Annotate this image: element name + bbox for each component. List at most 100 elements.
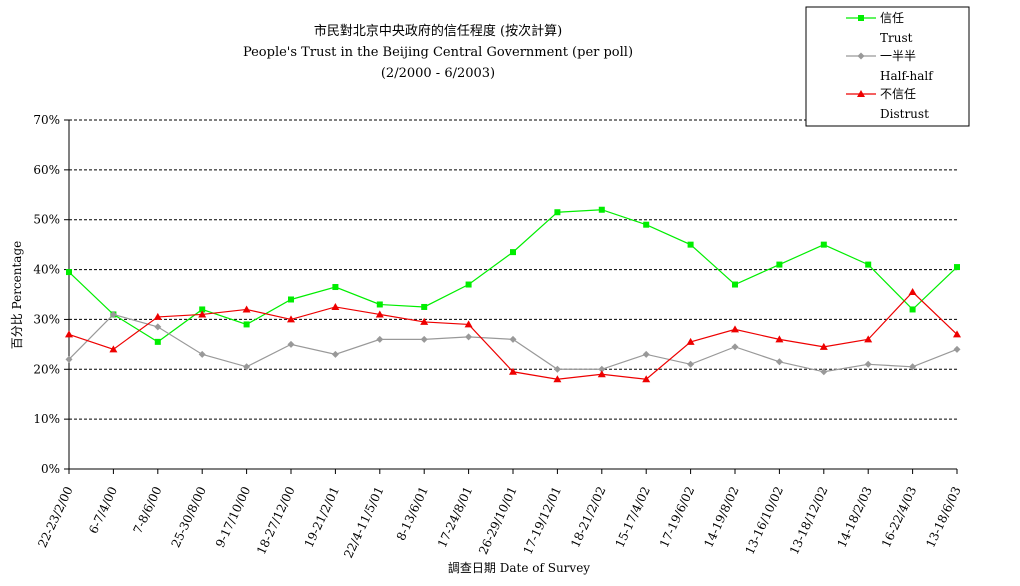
data-point-distrust [287, 315, 295, 323]
x-tick-label: 7-8/6/00 [131, 484, 165, 536]
x-tick-label: 17-24/8/01 [435, 484, 475, 549]
data-point-trust [243, 321, 250, 328]
data-point-trust [376, 301, 383, 308]
data-point-trust [909, 306, 916, 313]
data-point-distrust [153, 312, 162, 320]
legend-marker-distrust [857, 90, 865, 97]
x-tick-label: 19-21/2/01 [302, 484, 342, 549]
x-tick-label: 9-17/10/00 [213, 484, 253, 549]
data-point-trust [776, 261, 783, 268]
y-tick-label: 20% [33, 362, 60, 376]
data-point-trust [954, 264, 960, 271]
y-tick-label: 40% [33, 263, 60, 277]
x-tick-label: 6-7/4/00 [86, 484, 120, 536]
x-tick-label: 16-22/4/03 [879, 484, 919, 549]
data-point-half-half [287, 340, 295, 348]
data-point-distrust [464, 320, 473, 328]
data-point-trust [643, 221, 650, 228]
x-tick-label: 26-29/10/01 [476, 484, 520, 556]
data-point-distrust [109, 345, 118, 353]
x-tick-label: 22/4-11/5/01 [341, 484, 386, 560]
data-point-distrust [420, 317, 429, 325]
data-point-half-half [642, 350, 650, 358]
x-axis-title: 調查日期 Date of Survey [448, 561, 590, 575]
y-tick-label: 10% [33, 412, 60, 426]
data-point-distrust [642, 375, 651, 383]
data-point-distrust [864, 335, 873, 343]
y-tick-label: 60% [33, 163, 60, 177]
data-point-distrust [731, 325, 739, 333]
chart-period: (2/2000 - 6/2003) [381, 66, 495, 81]
x-tick-label: 15-17/4/02 [613, 484, 653, 549]
x-tick-label: 8-13/6/01 [394, 484, 431, 542]
data-point-half-half [775, 358, 783, 366]
x-tick-label: 14-18/2/03 [835, 484, 875, 549]
chart-subtitle: People's Trust in the Beijing Central Go… [243, 45, 633, 60]
data-point-distrust [597, 370, 606, 378]
legend: 信任 Trust 一半半 Half-half 不信任 Distrust [805, 6, 970, 127]
legend-label-distrust: 不信任 [880, 87, 916, 101]
series-group [65, 206, 961, 383]
data-point-half-half [553, 365, 561, 373]
series-line-trust [68, 209, 958, 343]
y-axis-ticks: 0% 10% 20% 30% 40% 50% 60% 70% [33, 113, 69, 476]
data-point-half-half [864, 360, 872, 368]
x-tick-label: 18-27/12/00 [254, 484, 298, 556]
legend-label-half-half: 一半半 [880, 49, 916, 63]
data-point-distrust [65, 330, 73, 338]
legend-label-en-half-half: Half-half [880, 69, 934, 83]
y-tick-label: 70% [33, 113, 60, 127]
data-point-half-half [376, 335, 384, 343]
legend-label-en-distrust: Distrust [880, 107, 929, 121]
data-point-trust [332, 284, 339, 291]
data-point-half-half [109, 310, 117, 318]
legend-marker-half-half [857, 52, 865, 60]
chart-title: 市民對北京中央政府的信任程度 (按次計算) [314, 23, 562, 39]
data-point-half-half [909, 363, 917, 371]
data-point-half-half [465, 333, 473, 341]
data-point-trust [687, 241, 694, 248]
data-point-half-half [687, 360, 695, 368]
x-tick-label: 13-18/12/02 [787, 484, 831, 556]
legend-label-en-trust: Trust [880, 31, 913, 45]
data-point-half-half [820, 368, 828, 376]
data-point-half-half [509, 335, 517, 343]
data-point-trust [465, 281, 472, 288]
x-tick-label: 22-23/2/00 [35, 484, 75, 549]
data-point-trust [288, 296, 294, 303]
data-point-distrust [908, 288, 917, 296]
data-point-distrust [819, 342, 828, 350]
data-point-trust [199, 306, 206, 313]
data-point-distrust [553, 375, 562, 383]
x-tick-label: 17-19/6/02 [657, 484, 697, 549]
x-tick-label: 17-19/12/01 [520, 484, 564, 556]
data-point-trust [510, 249, 516, 256]
data-point-trust [421, 303, 428, 310]
legend-marker-trust [858, 15, 864, 21]
data-point-trust [865, 261, 872, 268]
data-point-half-half [331, 350, 339, 358]
data-point-trust [598, 206, 605, 213]
x-axis-ticks: 22-23/2/00 6-7/4/00 7-8/6/00 25-30/8/00 9-17… [35, 469, 964, 560]
data-point-distrust [198, 310, 207, 318]
data-point-trust [820, 241, 827, 248]
data-point-half-half [154, 323, 162, 331]
x-tick-label: 25-30/8/00 [169, 484, 209, 549]
axes [68, 120, 957, 470]
data-point-half-half [65, 355, 73, 363]
data-point-trust [66, 269, 72, 276]
data-point-trust [154, 338, 161, 345]
data-point-half-half [598, 365, 606, 373]
y-tick-label: 30% [33, 312, 60, 326]
data-point-distrust [686, 337, 695, 345]
y-tick-label: 0% [41, 462, 60, 476]
x-tick-label: 13-16/10/02 [742, 484, 786, 556]
legend-label-trust: 信任 [880, 11, 904, 25]
series-distrust [65, 288, 961, 383]
series-trust [66, 206, 960, 345]
data-point-distrust [242, 305, 251, 313]
x-tick-label: 14-19/8/02 [701, 484, 741, 549]
data-point-distrust [509, 367, 517, 375]
y-tick-label: 50% [33, 213, 60, 227]
